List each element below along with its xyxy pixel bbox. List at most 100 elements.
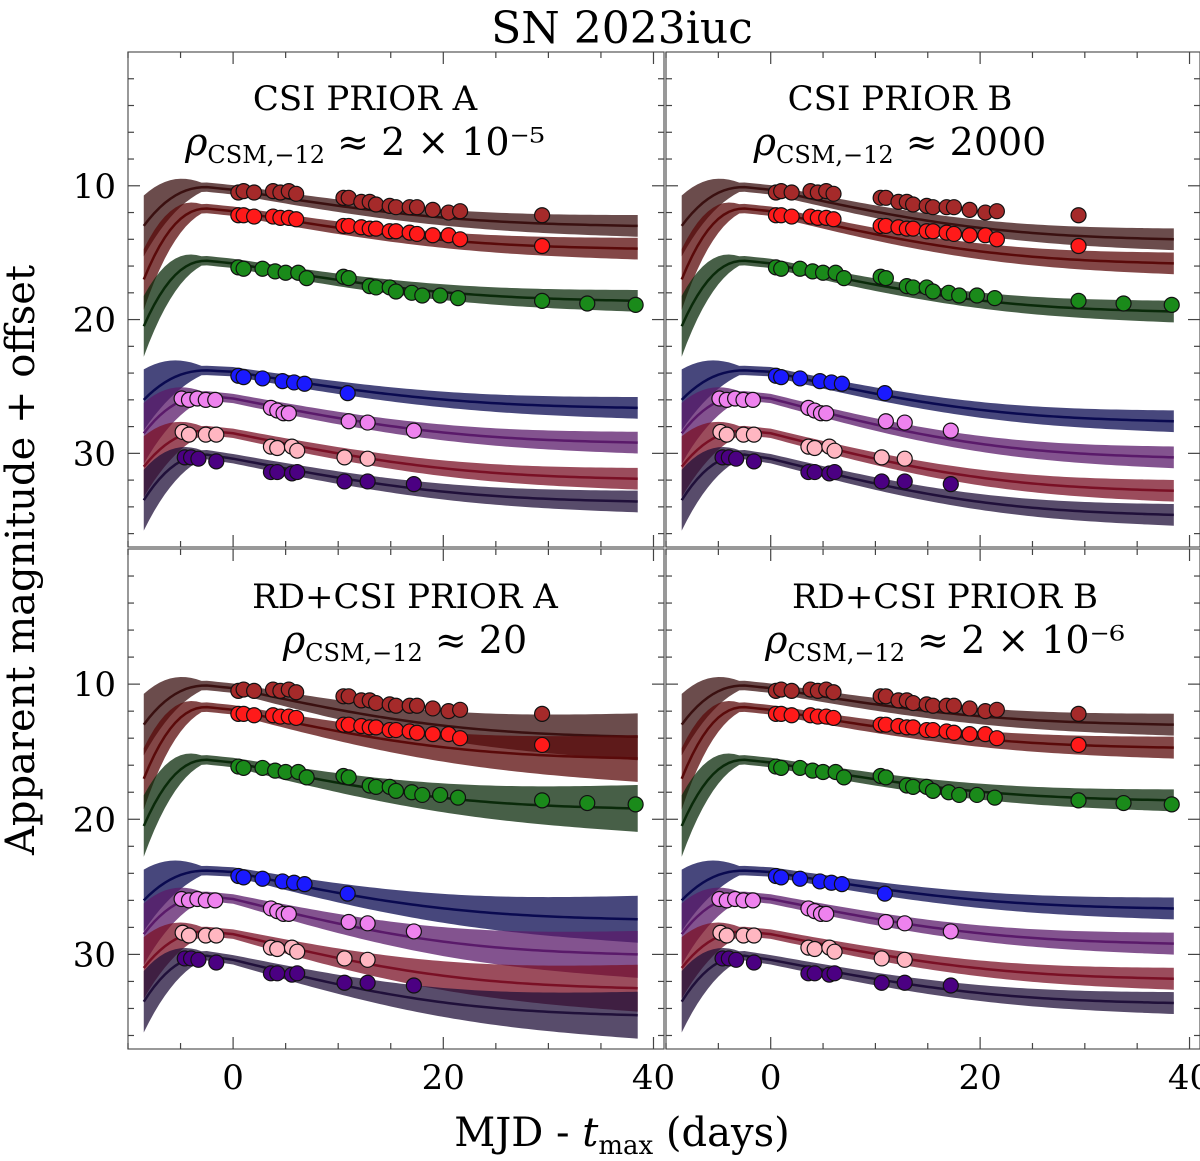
- data-point-band-7: [942, 977, 959, 994]
- model-curve-1: [142, 684, 638, 739]
- data-point-band-1: [288, 684, 305, 701]
- data-point-band-1: [408, 199, 426, 216]
- data-point-band-6: [269, 439, 286, 457]
- data-point-band-1: [905, 694, 922, 712]
- data-point-band-4: [254, 870, 271, 887]
- model-curve-5: [142, 394, 638, 444]
- data-point-band-5: [818, 905, 835, 922]
- data-point-band-3: [340, 269, 357, 287]
- data-point-band-4: [296, 375, 313, 392]
- data-point-band-1: [367, 196, 385, 213]
- data-point-band-4: [296, 876, 313, 893]
- data-point-band-7: [405, 977, 422, 994]
- data-point-band-5: [280, 405, 297, 422]
- data-point-band-7: [942, 476, 959, 493]
- data-point-band-1: [533, 705, 551, 722]
- data-point-band-3: [986, 290, 1003, 307]
- x-axis-label-main: MJD -: [454, 1110, 582, 1156]
- data-point-band-7: [336, 974, 353, 991]
- data-point-band-4: [791, 870, 809, 887]
- data-point-band-2: [424, 726, 441, 743]
- data-point-band-2: [246, 707, 263, 724]
- panel-frame: [127, 51, 665, 548]
- data-point-band-3: [951, 287, 968, 304]
- data-point-band-6: [806, 940, 823, 958]
- data-point-band-1: [452, 701, 469, 718]
- data-point-band-4: [833, 375, 851, 392]
- model-band-2: [681, 202, 1174, 310]
- data-point-band-4: [773, 869, 790, 886]
- data-point-band-7: [806, 463, 823, 481]
- rho-symbol: ρ: [184, 120, 208, 164]
- x-axis-label-italic: t: [582, 1110, 599, 1156]
- y-axis-label: Apparent magnitude + offset: [0, 265, 44, 856]
- data-point-band-6: [745, 426, 763, 443]
- data-point-band-3: [533, 792, 551, 809]
- data-point-band-4: [876, 385, 893, 402]
- data-point-band-5: [359, 915, 376, 932]
- data-point-band-7: [190, 951, 207, 968]
- data-point-band-3: [367, 279, 385, 296]
- data-point-band-3: [877, 269, 894, 287]
- data-point-band-5: [207, 391, 224, 408]
- data-point-band-3: [968, 287, 986, 304]
- data-point-band-2: [367, 220, 385, 237]
- data-point-band-1: [825, 684, 842, 701]
- data-point-band-3: [449, 290, 467, 307]
- data-point-band-7: [896, 974, 913, 991]
- rho-symbol: ρ: [753, 120, 777, 164]
- data-point-band-6: [269, 940, 286, 958]
- model-band-1: [143, 178, 638, 257]
- data-point-band-6: [359, 450, 376, 467]
- data-point-band-6: [336, 449, 353, 466]
- data-point-band-4: [254, 370, 271, 387]
- data-point-band-7: [728, 951, 745, 968]
- data-point-band-6: [289, 943, 306, 960]
- rho-value: ≈ 2 × 10⁻⁶: [905, 618, 1125, 662]
- y-tick-label: 30: [73, 935, 116, 975]
- x-axis-label-sub: max: [598, 1131, 653, 1161]
- data-point-band-2: [424, 227, 441, 244]
- data-point-band-3: [340, 769, 357, 786]
- data-point-band-7: [336, 473, 353, 490]
- data-point-band-3: [367, 778, 385, 795]
- model-curve-7: [680, 453, 1174, 517]
- x-axis-label: MJD - tmax (days): [454, 1110, 789, 1161]
- data-point-band-1: [783, 682, 800, 699]
- rho-value: ≈ 20: [423, 618, 527, 662]
- model-curve-2: [142, 705, 638, 780]
- rho-value: ≈ 2000: [894, 120, 1047, 164]
- data-point-band-1: [288, 185, 305, 202]
- rho-symbol: ρ: [764, 618, 788, 662]
- data-point-band-3: [835, 269, 853, 287]
- data-point-band-5: [877, 413, 894, 430]
- data-point-band-1: [825, 185, 842, 202]
- data-point-band-7: [873, 473, 890, 490]
- data-point-band-5: [896, 915, 913, 932]
- rho-symbol: ρ: [282, 618, 306, 662]
- data-point-band-5: [340, 913, 357, 931]
- data-point-band-6: [336, 950, 353, 967]
- figure-title: SN 2023iuc: [491, 3, 753, 54]
- data-point-band-4: [833, 876, 851, 893]
- data-point-band-7: [728, 450, 745, 467]
- data-point-band-7: [826, 463, 843, 481]
- data-point-band-2: [961, 726, 978, 743]
- data-point-band-2: [288, 211, 305, 228]
- data-point-band-7: [745, 954, 763, 971]
- panel-frame: [665, 548, 1200, 1050]
- data-point-band-7: [826, 965, 843, 982]
- model-curve-6: [680, 429, 1174, 493]
- data-point-band-1: [533, 207, 551, 224]
- data-point-band-1: [783, 184, 800, 201]
- data-point-band-3: [579, 794, 596, 812]
- panel-frame: [127, 548, 665, 1050]
- model-curve-4: [142, 869, 638, 921]
- x-tick-label: 40: [1168, 1058, 1200, 1098]
- y-tick-label: 20: [73, 301, 116, 341]
- data-point-band-2: [1070, 237, 1087, 255]
- data-point-band-1: [945, 697, 963, 714]
- data-point-band-4: [235, 869, 252, 886]
